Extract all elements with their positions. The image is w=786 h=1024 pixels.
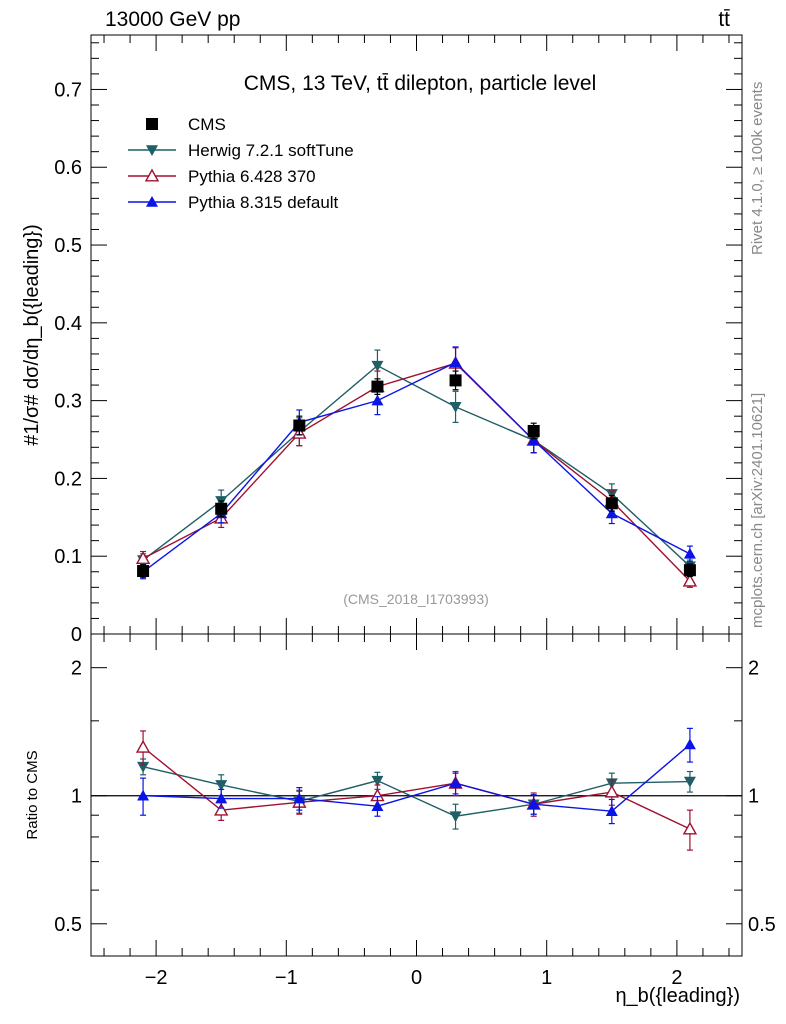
legend-item-herwig: Herwig 7.2.1 softTune (128, 141, 354, 160)
triangle-up-marker (371, 800, 384, 811)
legend-item-pythia8: Pythia 8.315 default (128, 193, 339, 212)
main-y-tick-label: 0.2 (54, 468, 82, 490)
process-label: tt̄ (718, 8, 730, 31)
triangle-up-marker (449, 777, 462, 789)
square-marker (605, 497, 618, 510)
series-cms (137, 370, 696, 578)
triangle-open-marker (604, 784, 619, 798)
square-marker (215, 502, 228, 515)
square-marker (293, 419, 306, 432)
triangle-down-marker (371, 775, 384, 787)
triangle-open-marker (682, 821, 698, 835)
series-line (143, 743, 691, 812)
square-marker (137, 564, 150, 577)
series-line (142, 766, 690, 817)
main-y-tick-label: 0.1 (54, 546, 82, 568)
ratio-panel: Ratio to CMS η_b({leading}) 0.5 0.5 1 1 2 2 −2… (24, 633, 776, 1007)
series-pythia8 (137, 727, 696, 825)
triangle-up-marker (527, 434, 540, 446)
ratio-y-tick-label-right: 2 (748, 658, 759, 680)
triangle-down-marker (215, 780, 228, 791)
ratio-y-tick-label-left: 1 (71, 786, 82, 808)
ratio-y-axis-label: Ratio to CMS (24, 750, 41, 839)
series-pythia8 (137, 346, 696, 580)
ratio-y-tick-label-left: 0.5 (54, 914, 82, 936)
square-marker (146, 118, 158, 130)
x-tick-label: 1 (541, 967, 552, 989)
main-panel: CMS, 13 TeV, tt̄ dilepton, particle leve… (21, 34, 743, 646)
triangle-up-marker (371, 394, 384, 406)
ratio-y-tick-label-left: 2 (71, 658, 82, 680)
square-marker (527, 424, 540, 437)
main-y-tick-label: 0.6 (54, 157, 82, 179)
main-y-axis-label: #1/σ# dσ/dη_b({leading}) (21, 224, 43, 446)
triangle-open-marker (682, 573, 698, 587)
x-tick-label: 0 (411, 967, 422, 989)
x-axis-label: η_b({leading}) (615, 985, 740, 1007)
triangle-down-marker (449, 402, 462, 413)
collision-energy-label: 13000 GeV pp (105, 8, 240, 31)
mcplots-source-label: mcplots.cern.ch [arXiv:2401.10621] (749, 393, 766, 628)
legend: CMS Herwig 7.2.1 softTune Pythia 6.428 370… (128, 115, 354, 212)
legend-label: Pythia 8.315 default (188, 193, 339, 212)
main-y-tick-label: 0.4 (54, 313, 82, 335)
triangle-open-marker (144, 168, 160, 182)
triangle-up-marker (293, 792, 306, 804)
triangle-up-marker (527, 798, 540, 810)
triangle-up-marker (683, 547, 696, 559)
legend-label: Herwig 7.2.1 softTune (188, 141, 354, 160)
x-tick-label: 2 (671, 967, 682, 989)
legend-label: CMS (188, 115, 226, 134)
series-line (142, 361, 691, 573)
series-herwig (137, 349, 696, 574)
legend-item-cms: CMS (146, 115, 226, 134)
main-y-tick-label: 0.5 (54, 235, 82, 257)
rivet-version-label: Rivet 4.1.0, ≥ 100k events (749, 82, 766, 255)
ratio-y-tick-label-right: 1 (748, 786, 759, 808)
x-tick-label: −1 (275, 967, 298, 989)
triangle-open-marker (214, 802, 229, 816)
plot-title: CMS, 13 TeV, tt̄ dilepton, particle leve… (244, 72, 597, 95)
triangle-open-marker (135, 551, 151, 565)
square-marker (683, 564, 696, 577)
series-pythia6 (135, 347, 698, 588)
main-y-tick-label: 0.3 (54, 391, 82, 413)
triangle-up-marker (605, 805, 618, 816)
main-y-tick-label: 0.7 (54, 79, 82, 101)
legend-item-pythia6: Pythia 6.428 370 (128, 167, 316, 186)
x-tick-label: −2 (145, 967, 168, 989)
square-marker (371, 380, 384, 393)
triangle-open-marker (135, 739, 151, 753)
triangle-up-marker (605, 507, 618, 519)
triangle-up-marker (137, 789, 150, 801)
series-line (142, 746, 691, 830)
square-marker (449, 374, 462, 387)
triangle-up-marker (146, 196, 158, 207)
triangle-up-marker (683, 738, 696, 750)
triangle-down-marker (371, 360, 384, 372)
triangle-up-marker (449, 356, 462, 368)
triangle-down-marker (683, 776, 696, 788)
triangle-down-marker (449, 811, 462, 823)
series-line (142, 362, 691, 582)
ratio-y-tick-label-right: 0.5 (748, 914, 776, 936)
triangle-up-marker (215, 792, 228, 804)
analysis-watermark: (CMS_2018_I1703993) (343, 591, 489, 607)
series-line (142, 364, 691, 567)
main-y-tick-label: 0 (71, 624, 82, 646)
legend-label: Pythia 6.428 370 (188, 167, 316, 186)
triangle-down-marker (146, 145, 158, 156)
